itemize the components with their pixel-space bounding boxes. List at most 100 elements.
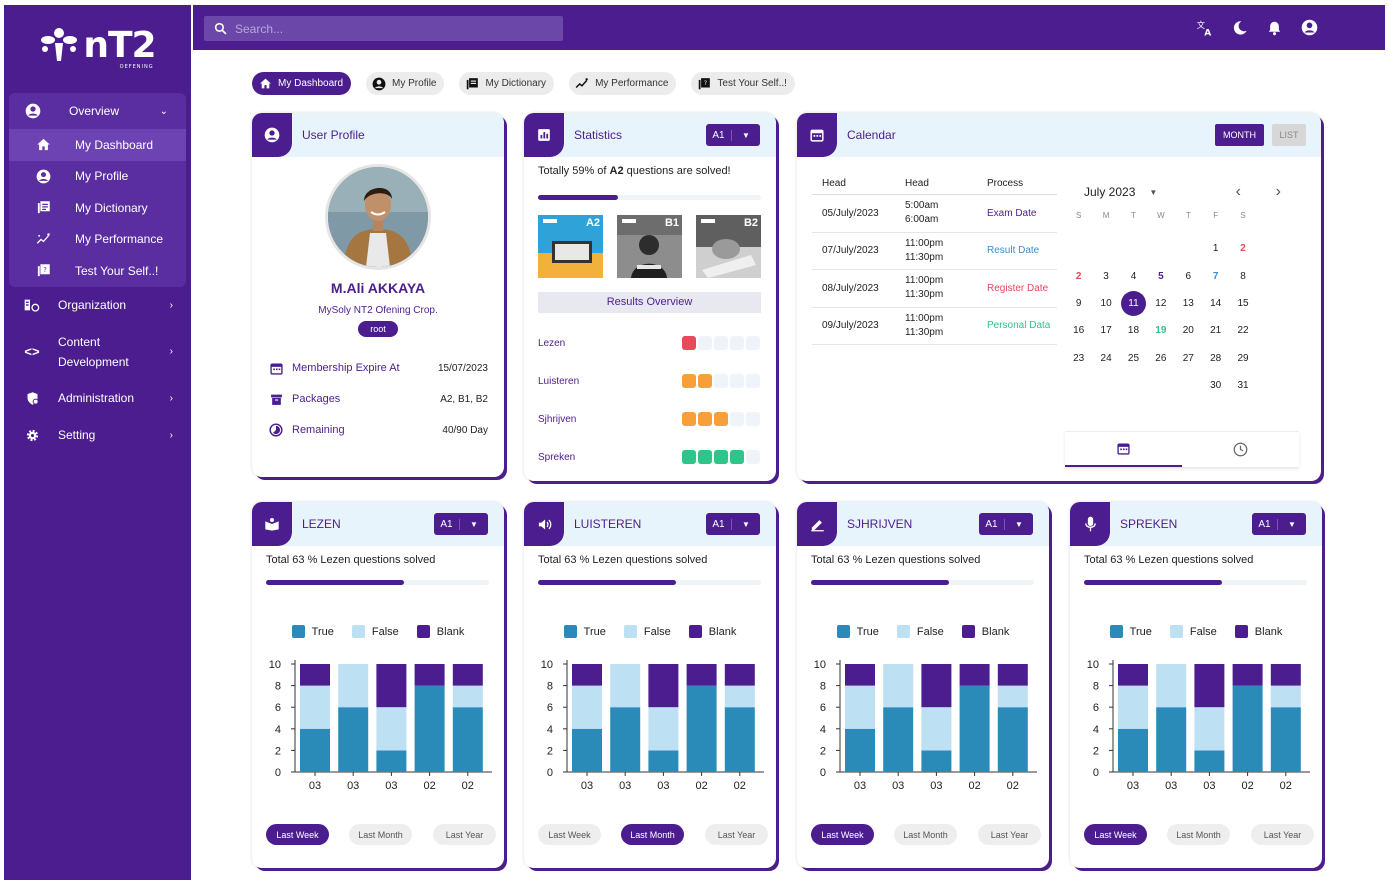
avatar[interactable] xyxy=(325,164,431,270)
sidebar-item-my-dictionary[interactable]: My Dictionary xyxy=(9,192,186,224)
bar-true[interactable] xyxy=(1232,685,1263,772)
package-thumb-b1[interactable]: B1 xyxy=(617,215,682,278)
logo[interactable]: nT2 OEFENING xyxy=(4,5,191,85)
table-row[interactable]: 05/July/2023 5:00am 6:00am Exam Date xyxy=(812,195,1057,233)
range-last-week-button[interactable]: Last Week xyxy=(1084,824,1147,845)
calendar-day[interactable]: 12 xyxy=(1155,297,1167,309)
sidebar-item-test-your-self[interactable]: ? Test Your Self..! xyxy=(9,255,186,287)
calendar-day[interactable]: 28 xyxy=(1210,352,1222,364)
tab-my-profile[interactable]: My Profile xyxy=(366,72,445,95)
legend-item[interactable]: Blank xyxy=(688,625,736,638)
bar-false[interactable] xyxy=(376,707,407,751)
time-tab[interactable] xyxy=(1182,432,1299,467)
bar-true[interactable] xyxy=(883,707,914,772)
bar-true[interactable] xyxy=(300,728,330,772)
range-last-week-button[interactable]: Last Week xyxy=(266,824,329,845)
calendar-day[interactable]: 9 xyxy=(1075,297,1082,309)
range-last-month-button[interactable]: Last Month xyxy=(621,824,684,845)
calendar-day[interactable]: 29 xyxy=(1237,352,1249,364)
caret-down-icon[interactable]: ▼ xyxy=(1149,187,1158,197)
table-row[interactable]: 07/July/2023 11:00pm 11:30pm Result Date xyxy=(812,233,1057,270)
calendar-day[interactable]: 19 xyxy=(1155,325,1167,337)
calendar-day[interactable]: 10 xyxy=(1100,297,1112,309)
range-last-year-button[interactable]: Last Year xyxy=(978,824,1041,845)
package-thumb-a2[interactable]: A2 xyxy=(538,215,603,278)
calendar-day[interactable]: 21 xyxy=(1210,325,1222,337)
legend-item[interactable]: True xyxy=(291,625,334,638)
bar-false[interactable] xyxy=(724,685,755,708)
legend-item[interactable]: Blank xyxy=(1234,625,1282,638)
calendar-day[interactable]: 1 xyxy=(1212,243,1219,255)
level-select[interactable]: A1 ▼ xyxy=(706,124,760,146)
tab-my-performance[interactable]: My Performance xyxy=(569,72,677,95)
bar-blank[interactable] xyxy=(300,664,330,686)
bar-blank[interactable] xyxy=(572,664,602,686)
bar-blank[interactable] xyxy=(1270,664,1301,686)
bar-false[interactable] xyxy=(1156,664,1187,708)
list-view-button[interactable]: LIST xyxy=(1272,124,1306,146)
tab-my-dictionary[interactable]: My Dictionary xyxy=(459,72,555,95)
bar-true[interactable] xyxy=(921,750,952,772)
bar-false[interactable] xyxy=(300,685,330,729)
bar-true[interactable] xyxy=(414,685,445,772)
range-last-week-button[interactable]: Last Week xyxy=(811,824,874,845)
calendar-day[interactable]: 18 xyxy=(1127,325,1140,337)
bar-false[interactable] xyxy=(1270,685,1301,708)
bar-true[interactable] xyxy=(997,707,1028,772)
bar-true[interactable] xyxy=(1194,750,1225,772)
calendar-day[interactable]: 27 xyxy=(1182,352,1194,364)
calendar-day[interactable]: 30 xyxy=(1210,380,1222,392)
legend-item[interactable]: False xyxy=(623,625,671,638)
bar-blank[interactable] xyxy=(452,664,483,686)
bar-false[interactable] xyxy=(845,685,875,729)
legend-item[interactable]: True xyxy=(563,625,606,638)
bar-false[interactable] xyxy=(452,685,483,708)
range-last-month-button[interactable]: Last Month xyxy=(349,824,412,845)
calendar-day[interactable]: 2 xyxy=(1075,270,1082,282)
bar-blank[interactable] xyxy=(1118,664,1148,686)
bar-true[interactable] xyxy=(648,750,679,772)
level-select[interactable]: A1 ▼ xyxy=(706,513,760,535)
calendar-day[interactable]: 26 xyxy=(1155,352,1167,364)
bar-blank[interactable] xyxy=(845,664,875,686)
sidebar-item-organization[interactable]: Organization › xyxy=(4,287,191,324)
legend-item[interactable]: False xyxy=(1169,625,1217,638)
legend-item[interactable]: Blank xyxy=(416,625,464,638)
bar-true[interactable] xyxy=(572,728,602,772)
results-overview-button[interactable]: Results Overview xyxy=(538,292,761,313)
calendar-day[interactable]: 16 xyxy=(1073,325,1085,337)
bar-blank[interactable] xyxy=(376,664,407,708)
calendar-day[interactable]: 15 xyxy=(1237,297,1249,309)
month-label[interactable]: July 2023 xyxy=(1084,185,1136,199)
calendar-day[interactable]: 13 xyxy=(1182,297,1194,309)
bar-blank[interactable] xyxy=(414,664,445,686)
level-select[interactable]: A1 ▼ xyxy=(1252,513,1306,535)
tab-test-your-self[interactable]: ? Test Your Self..! xyxy=(691,72,795,95)
month-view-button[interactable]: MONTH xyxy=(1215,124,1264,146)
search-input[interactable] xyxy=(235,21,535,36)
bar-true[interactable] xyxy=(610,707,641,772)
calendar-day[interactable]: 7 xyxy=(1212,270,1219,282)
calendar-day[interactable]: 14 xyxy=(1210,297,1222,309)
bar-blank[interactable] xyxy=(724,664,755,686)
sidebar-item-setting[interactable]: Setting › xyxy=(4,417,191,454)
bar-blank[interactable] xyxy=(648,664,679,708)
calendar-day[interactable]: 11 xyxy=(1120,290,1147,316)
range-last-month-button[interactable]: Last Month xyxy=(894,824,957,845)
sidebar-item-my-profile[interactable]: My Profile xyxy=(9,161,186,193)
bar-false[interactable] xyxy=(1118,685,1148,729)
calendar-day[interactable]: 4 xyxy=(1130,270,1137,282)
range-last-month-button[interactable]: Last Month xyxy=(1167,824,1230,845)
bar-blank[interactable] xyxy=(686,664,717,686)
bar-blank[interactable] xyxy=(997,664,1028,686)
calendar-day[interactable]: 5 xyxy=(1158,270,1164,282)
table-row[interactable]: 09/July/2023 11:00pm 11:30pm Personal Data xyxy=(812,308,1057,345)
date-tab[interactable] xyxy=(1065,432,1182,467)
sidebar-item-my-dashboard[interactable]: My Dashboard xyxy=(9,129,186,161)
table-row[interactable]: 08/July/2023 11:00pm 11:30pm Register Date xyxy=(812,270,1057,308)
search-box[interactable] xyxy=(204,16,563,41)
calendar-day[interactable]: 2 xyxy=(1240,243,1246,255)
calendar-day[interactable]: 25 xyxy=(1127,352,1140,364)
legend-item[interactable]: False xyxy=(351,625,399,638)
bar-false[interactable] xyxy=(921,707,952,751)
